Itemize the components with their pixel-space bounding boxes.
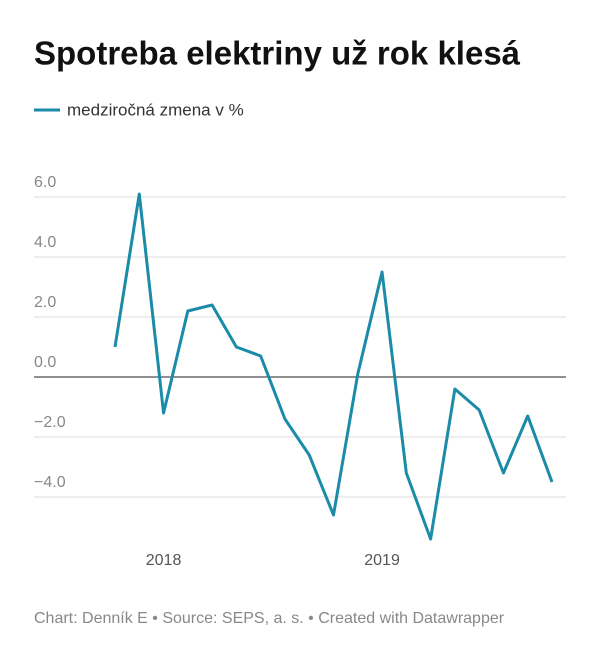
y-tick-label: 4.0 xyxy=(34,234,56,251)
legend-label: medziročná zmena v % xyxy=(67,100,244,119)
x-tick-label: 2019 xyxy=(364,552,400,569)
footer: Chart: Denník E • Source: SEPS, a. s. • … xyxy=(34,610,505,627)
y-tick-label: −2.0 xyxy=(34,414,66,431)
data-line xyxy=(113,192,554,541)
x-tick-label: 2018 xyxy=(146,552,182,569)
y-tick-label: 6.0 xyxy=(34,174,56,191)
y-tick-label: 2.0 xyxy=(34,294,56,311)
y-tick-label: 0.0 xyxy=(34,354,56,371)
y-tick-label: −4.0 xyxy=(34,474,66,491)
chart-title: Spotreba elektriny už rok klesá xyxy=(34,35,521,72)
